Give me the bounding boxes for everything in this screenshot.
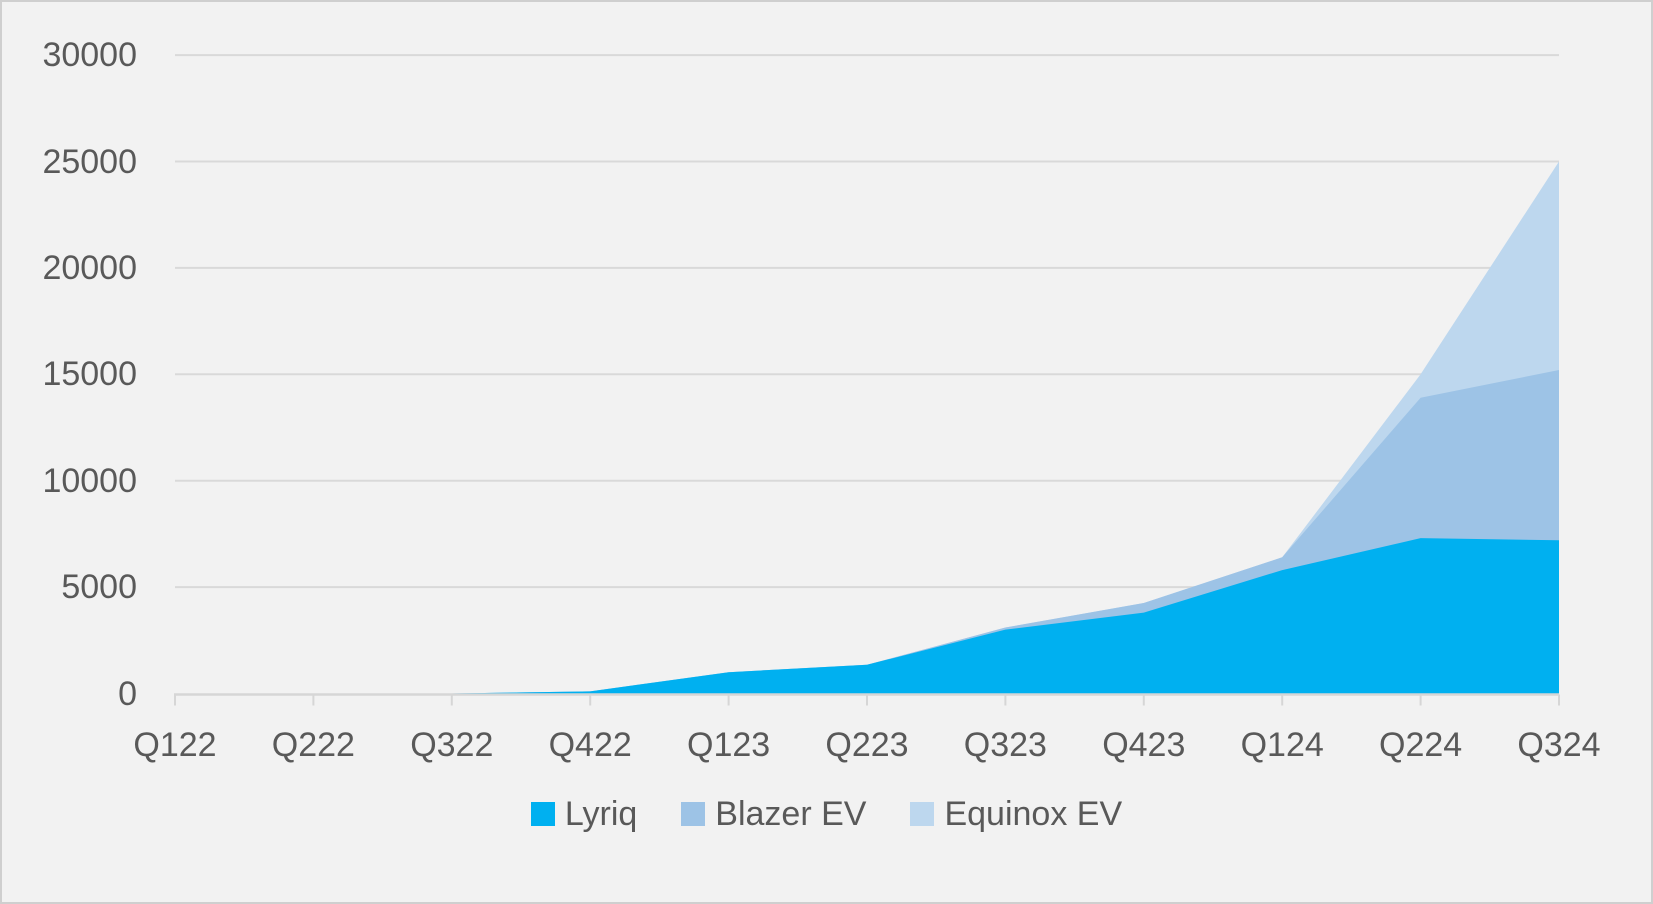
legend-label-equinox-ev: Equinox EV bbox=[944, 795, 1123, 833]
legend-swatch-equinox-ev bbox=[910, 802, 935, 826]
x-axis-tick-label: Q323 bbox=[963, 726, 1047, 764]
y-axis-tick-label: 15000 bbox=[42, 355, 137, 394]
x-axis-tick-label: Q224 bbox=[1379, 726, 1463, 764]
y-axis-tick-label: 5000 bbox=[61, 568, 137, 607]
x-axis-tick-label: Q223 bbox=[825, 726, 909, 764]
x-axis-tick-label: Q123 bbox=[687, 726, 771, 764]
x-axis-tick-label: Q122 bbox=[133, 726, 217, 764]
y-axis-tick-label: 30000 bbox=[42, 36, 137, 75]
legend-item-equinox-ev: Equinox EV bbox=[910, 794, 1122, 834]
legend: Lyriq Blazer EV Equinox EV bbox=[2, 794, 1651, 834]
legend-swatch-blazer-ev bbox=[681, 802, 706, 826]
y-axis-tick-label: 25000 bbox=[42, 142, 137, 181]
y-axis-tick-label: 20000 bbox=[42, 248, 137, 287]
x-axis-tick-label: Q222 bbox=[271, 726, 355, 764]
x-axis-tick-label: Q422 bbox=[548, 726, 632, 764]
area-series-lyriq bbox=[175, 538, 1559, 694]
y-axis-tick-label: 0 bbox=[118, 674, 137, 713]
x-axis-tick-label: Q322 bbox=[410, 726, 494, 764]
x-axis-tick-label: Q324 bbox=[1517, 726, 1601, 764]
x-axis-tick-label: Q124 bbox=[1240, 726, 1324, 764]
legend-label-lyriq: Lyriq bbox=[564, 795, 638, 833]
legend-item-lyriq: Lyriq bbox=[530, 794, 638, 834]
legend-label-blazer-ev: Blazer EV bbox=[715, 795, 867, 833]
legend-item-blazer-ev: Blazer EV bbox=[681, 794, 866, 834]
x-axis-tick-label: Q423 bbox=[1102, 726, 1186, 764]
y-axis-tick-label: 10000 bbox=[42, 461, 137, 500]
legend-swatch-lyriq bbox=[530, 802, 555, 826]
